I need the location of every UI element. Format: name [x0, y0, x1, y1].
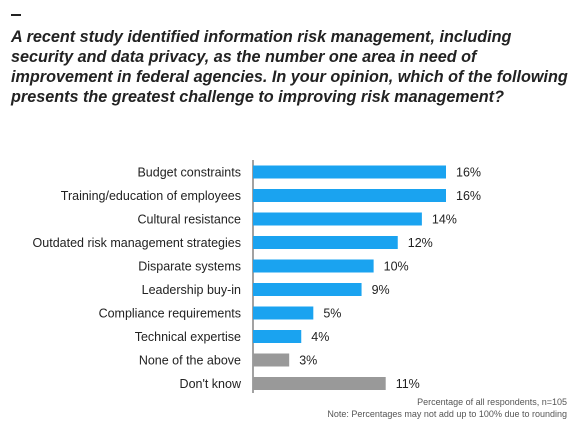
bar [253, 283, 362, 296]
value-label: 10% [384, 260, 409, 274]
value-label: 14% [432, 213, 457, 227]
bar [253, 306, 314, 320]
category-label: Compliance requirements [99, 307, 241, 321]
category-label: Leadership buy-in [142, 283, 241, 297]
value-label: 16% [456, 166, 481, 180]
value-label: 9% [372, 283, 390, 297]
category-label: Technical expertise [135, 330, 241, 344]
value-label: 4% [311, 330, 329, 344]
bar-chart: Budget constraints 16% Training/education … [33, 160, 481, 393]
bar [253, 377, 386, 390]
category-label: None of the above [139, 354, 241, 368]
value-label: 12% [408, 236, 433, 250]
category-label: Training/education of employees [61, 189, 241, 203]
bar [253, 236, 398, 249]
footnote-rounding: Note: Percentages may not add up to 100%… [327, 409, 567, 419]
category-label: Don't know [180, 377, 242, 391]
bar [253, 165, 446, 179]
value-label: 3% [299, 354, 317, 368]
value-label: 11% [396, 377, 420, 391]
survey-question: A recent study identified information ri… [11, 28, 568, 106]
value-label: 16% [456, 189, 481, 203]
category-label: Disparate systems [138, 260, 241, 274]
value-label: 5% [323, 307, 341, 321]
bar [253, 330, 302, 343]
bar [253, 353, 290, 367]
category-label: Outdated risk management strategies [33, 236, 241, 250]
bar [253, 189, 446, 202]
category-label: Budget constraints [137, 166, 241, 180]
bar [253, 259, 374, 273]
title-dash [11, 14, 21, 16]
category-label: Cultural resistance [137, 213, 241, 227]
bar [253, 212, 422, 226]
footnote-respondents: Percentage of all respondents, n=105 [417, 397, 567, 407]
